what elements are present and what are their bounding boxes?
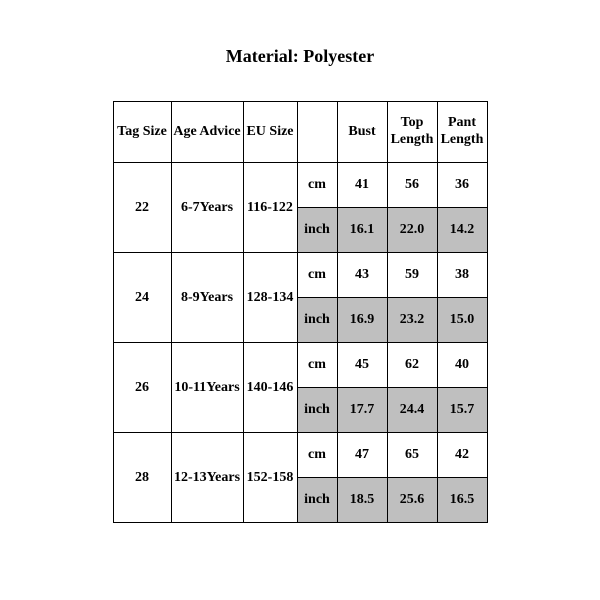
cell-top-length-cm: 62 bbox=[387, 343, 437, 388]
cell-unit-cm: cm bbox=[297, 253, 337, 298]
col-top-length: Top Length bbox=[387, 102, 437, 163]
table-row: 28 12-13Years 152-158 cm 47 65 42 bbox=[113, 433, 487, 478]
cell-eu-size: 140-146 bbox=[243, 343, 297, 433]
cell-eu-size: 128-134 bbox=[243, 253, 297, 343]
cell-eu-size: 116-122 bbox=[243, 163, 297, 253]
cell-pant-length-cm: 42 bbox=[437, 433, 487, 478]
cell-pant-length-inch: 16.5 bbox=[437, 478, 487, 523]
cell-tag-size: 28 bbox=[113, 433, 171, 523]
cell-tag-size: 24 bbox=[113, 253, 171, 343]
table-row: 26 10-11Years 140-146 cm 45 62 40 bbox=[113, 343, 487, 388]
size-table: Tag Size Age Advice EU Size Bust Top Len… bbox=[113, 101, 488, 523]
cell-bust-inch: 16.9 bbox=[337, 298, 387, 343]
cell-pant-length-cm: 38 bbox=[437, 253, 487, 298]
cell-top-length-inch: 22.0 bbox=[387, 208, 437, 253]
cell-top-length-cm: 59 bbox=[387, 253, 437, 298]
cell-unit-inch: inch bbox=[297, 298, 337, 343]
cell-age-advice: 6-7Years bbox=[171, 163, 243, 253]
cell-bust-inch: 16.1 bbox=[337, 208, 387, 253]
cell-pant-length-inch: 15.0 bbox=[437, 298, 487, 343]
cell-bust-cm: 43 bbox=[337, 253, 387, 298]
cell-age-advice: 10-11Years bbox=[171, 343, 243, 433]
table-row: 24 8-9Years 128-134 cm 43 59 38 bbox=[113, 253, 487, 298]
cell-bust-inch: 17.7 bbox=[337, 388, 387, 433]
cell-pant-length-inch: 14.2 bbox=[437, 208, 487, 253]
cell-top-length-inch: 23.2 bbox=[387, 298, 437, 343]
col-tag-size: Tag Size bbox=[113, 102, 171, 163]
cell-bust-inch: 18.5 bbox=[337, 478, 387, 523]
cell-eu-size: 152-158 bbox=[243, 433, 297, 523]
cell-top-length-inch: 24.4 bbox=[387, 388, 437, 433]
table-header-row: Tag Size Age Advice EU Size Bust Top Len… bbox=[113, 102, 487, 163]
cell-bust-cm: 41 bbox=[337, 163, 387, 208]
cell-unit-cm: cm bbox=[297, 163, 337, 208]
cell-bust-cm: 45 bbox=[337, 343, 387, 388]
cell-bust-cm: 47 bbox=[337, 433, 387, 478]
cell-age-advice: 12-13Years bbox=[171, 433, 243, 523]
cell-age-advice: 8-9Years bbox=[171, 253, 243, 343]
table-body: 22 6-7Years 116-122 cm 41 56 36 inch 16.… bbox=[113, 163, 487, 523]
cell-unit-cm: cm bbox=[297, 343, 337, 388]
table-row: 22 6-7Years 116-122 cm 41 56 36 bbox=[113, 163, 487, 208]
cell-pant-length-inch: 15.7 bbox=[437, 388, 487, 433]
cell-unit-inch: inch bbox=[297, 478, 337, 523]
cell-pant-length-cm: 40 bbox=[437, 343, 487, 388]
col-bust: Bust bbox=[337, 102, 387, 163]
cell-top-length-inch: 25.6 bbox=[387, 478, 437, 523]
cell-tag-size: 26 bbox=[113, 343, 171, 433]
page-title: Material: Polyester bbox=[0, 0, 600, 101]
cell-top-length-cm: 56 bbox=[387, 163, 437, 208]
col-eu-size: EU Size bbox=[243, 102, 297, 163]
cell-tag-size: 22 bbox=[113, 163, 171, 253]
cell-unit-cm: cm bbox=[297, 433, 337, 478]
cell-pant-length-cm: 36 bbox=[437, 163, 487, 208]
col-age-advice: Age Advice bbox=[171, 102, 243, 163]
cell-unit-inch: inch bbox=[297, 388, 337, 433]
cell-unit-inch: inch bbox=[297, 208, 337, 253]
cell-top-length-cm: 65 bbox=[387, 433, 437, 478]
col-pant-length: Pant Length bbox=[437, 102, 487, 163]
col-unit bbox=[297, 102, 337, 163]
